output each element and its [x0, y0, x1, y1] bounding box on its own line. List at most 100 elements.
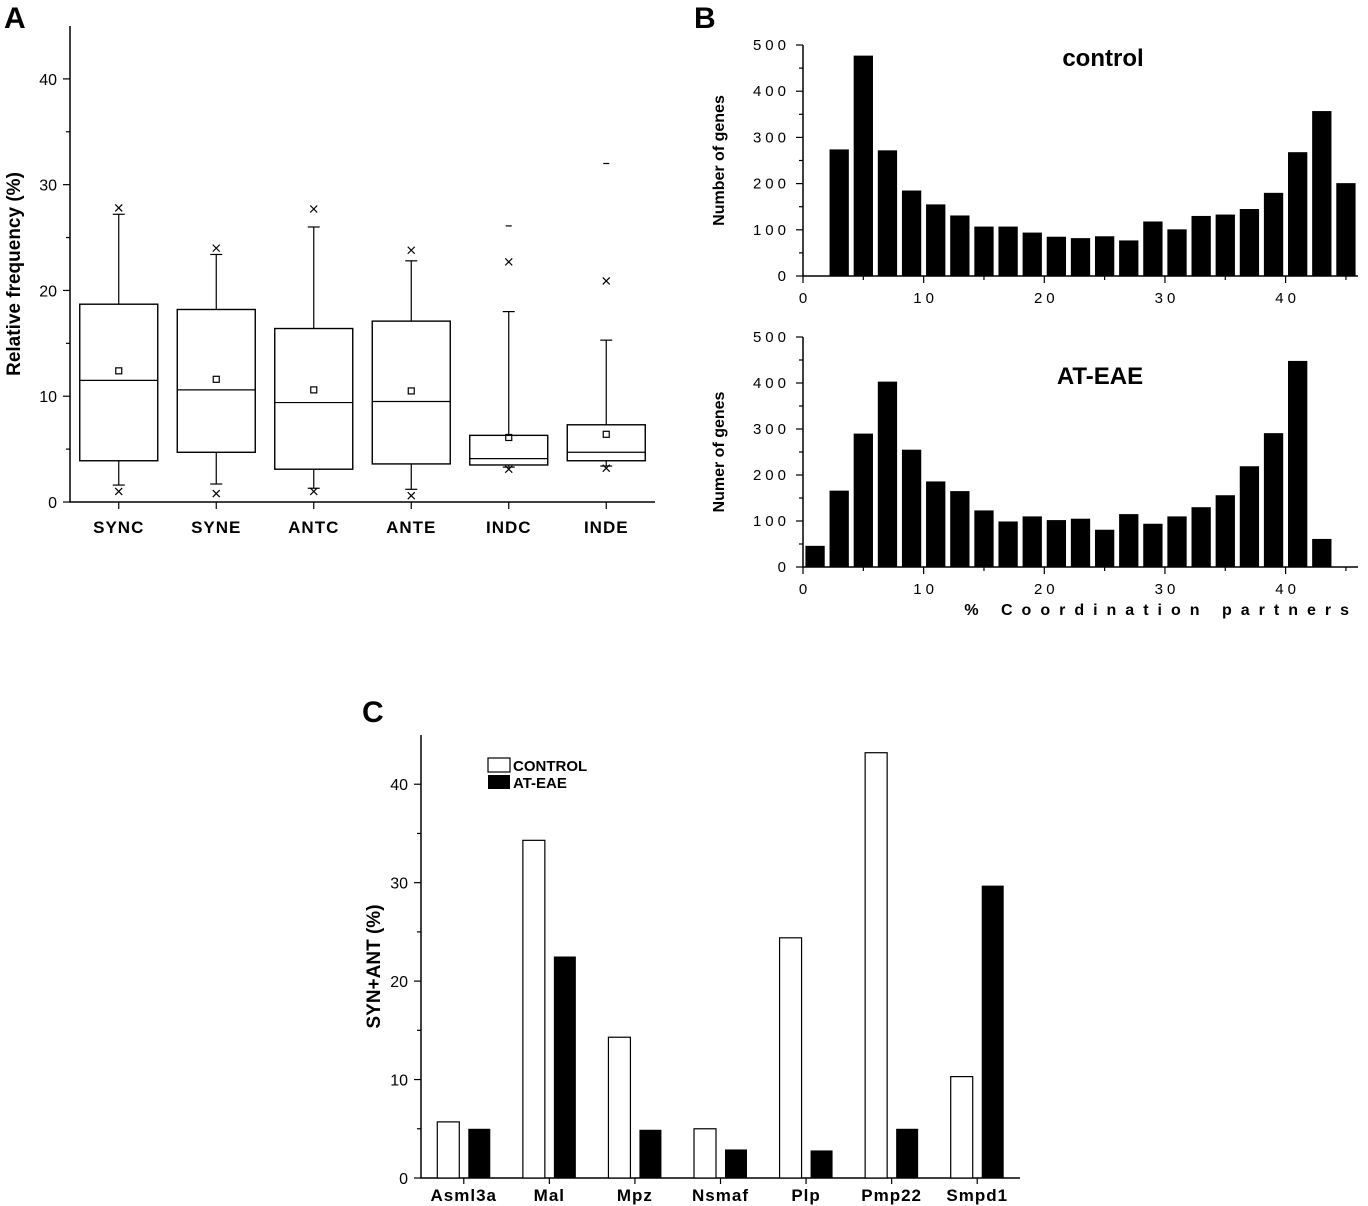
max-marker — [407, 246, 416, 255]
y-tick-label: 30 — [390, 876, 408, 893]
mean-marker — [407, 387, 415, 395]
histogram-bar — [1070, 238, 1091, 276]
histogram-bar — [1191, 507, 1211, 567]
y-tick-label: 10 — [39, 389, 57, 406]
histogram-bar — [1312, 111, 1332, 276]
x-category-label: ANTE — [386, 518, 436, 537]
histogram-bar — [805, 545, 825, 567]
histogram-bar — [950, 215, 970, 276]
x-tick-label: 40 — [1275, 581, 1300, 598]
histogram-bar — [877, 150, 898, 276]
x-tick-label: 40 — [1275, 290, 1300, 307]
x-category-label: SYNE — [191, 518, 241, 537]
bar-control-smpd1 — [950, 1076, 974, 1179]
histogram-bar — [1046, 236, 1067, 276]
y-tick-label: 30 — [39, 178, 57, 195]
legend-label: AT-EAE — [513, 775, 567, 792]
histogram-bar — [998, 521, 1018, 567]
histogram-bar — [1046, 520, 1067, 567]
histogram-bar — [1215, 495, 1235, 567]
panel-label-b: B — [694, 2, 716, 35]
legend-swatch — [488, 775, 510, 789]
y-tick-label: 100 — [753, 222, 790, 239]
histogram-bar — [829, 149, 849, 276]
y-tick-label: 200 — [753, 176, 790, 193]
histogram-bar — [1263, 192, 1284, 276]
chart-title: control — [1062, 45, 1143, 72]
chart-b-at-eae-histogram: 0 100 200 300 400 500 0 10 20 30 40 Numer of genes A… — [711, 329, 1358, 619]
legend-label: CONTROL — [513, 758, 587, 775]
histogram-bar — [1143, 523, 1163, 567]
histogram-bar — [1288, 152, 1308, 276]
y-tick-label: 0 — [48, 495, 57, 512]
histogram-bar — [1167, 516, 1187, 567]
mean-marker — [602, 430, 610, 438]
histogram-bar — [1119, 514, 1139, 567]
histogram-bar — [1288, 360, 1308, 567]
y-tick-label: 400 — [753, 83, 790, 100]
bar-at-eae-smpd1 — [981, 885, 1004, 1178]
y-tick-label: 20 — [39, 283, 57, 300]
min-marker — [114, 487, 123, 496]
legend-swatch — [487, 757, 511, 773]
bar-at-eae-nsmaf — [725, 1149, 747, 1178]
y-axis-title: SYN+ANT (%) — [364, 904, 385, 1028]
y-tick-label: 500 — [753, 37, 790, 54]
iqr-box — [274, 327, 354, 470]
y-tick-label: 400 — [753, 375, 790, 392]
histogram-bar — [1239, 466, 1260, 567]
histogram-bar — [998, 226, 1018, 276]
y-tick-label: 100 — [753, 513, 790, 530]
x-category-label: Mal — [534, 1186, 565, 1205]
y-tick-label: 0 — [399, 1171, 408, 1188]
max-marker — [114, 204, 123, 212]
iqr-box — [79, 303, 159, 462]
x-category-label: INDC — [486, 518, 532, 537]
bar-at-eae-asml3a — [468, 1128, 491, 1178]
x-category-label: Nsmaf — [692, 1186, 749, 1205]
bar-at-eae-mal — [553, 956, 576, 1178]
y-tick-label: 20 — [390, 974, 408, 991]
x-category-label: Mpz — [617, 1186, 653, 1205]
histogram-bar — [1119, 240, 1139, 276]
bar-control-plp — [778, 937, 803, 1179]
y-axis-title: Numer of genes — [711, 391, 728, 512]
histogram-bar — [974, 510, 994, 567]
x-tick-label: 10 — [913, 581, 938, 598]
box-inde: INDE — [566, 162, 646, 537]
histogram-bar — [926, 204, 946, 276]
chart-title: AT-EAE — [1057, 363, 1143, 390]
histogram-bar — [1263, 433, 1284, 567]
chart-a-boxplot: 0 10 20 30 40 Relative frequency (%) SYNC SYNE A… — [4, 26, 655, 537]
y-tick-label: 40 — [39, 72, 57, 89]
min-marker — [602, 464, 611, 473]
x-tick-label: 20 — [1034, 290, 1059, 307]
histogram-bar — [853, 433, 873, 567]
x-tick-label: 20 — [1034, 581, 1059, 598]
min-marker — [504, 465, 513, 474]
x-axis-title: % Coordination partners — [964, 602, 1358, 619]
box-ante: ANTE — [371, 246, 451, 537]
histogram-bar — [877, 381, 898, 567]
x-category-label: SYNC — [93, 518, 144, 537]
x-category-label: Smpd1 — [946, 1186, 1008, 1205]
bar-control-mpz — [607, 1036, 632, 1179]
bar-control-mal — [522, 839, 546, 1179]
histogram-bar — [1094, 529, 1115, 567]
bar-at-eae-plp — [810, 1150, 833, 1178]
y-tick-label: 40 — [390, 777, 408, 794]
box-sync: SYNC — [79, 204, 159, 537]
y-tick-label: 500 — [753, 329, 790, 346]
x-tick-label: 0 — [799, 290, 811, 307]
axis-lines — [420, 735, 1020, 1179]
x-category-label: Pmp22 — [861, 1186, 922, 1205]
histogram-bar — [1094, 236, 1115, 276]
mean-marker — [310, 386, 318, 394]
histogram-bar — [901, 190, 922, 276]
mean-marker — [212, 375, 220, 383]
histogram-bar — [974, 226, 994, 276]
min-marker — [407, 491, 416, 500]
y-axis-title: Number of genes — [711, 95, 728, 226]
iqr-box — [176, 308, 256, 453]
bar-control-nsmaf — [693, 1128, 717, 1179]
